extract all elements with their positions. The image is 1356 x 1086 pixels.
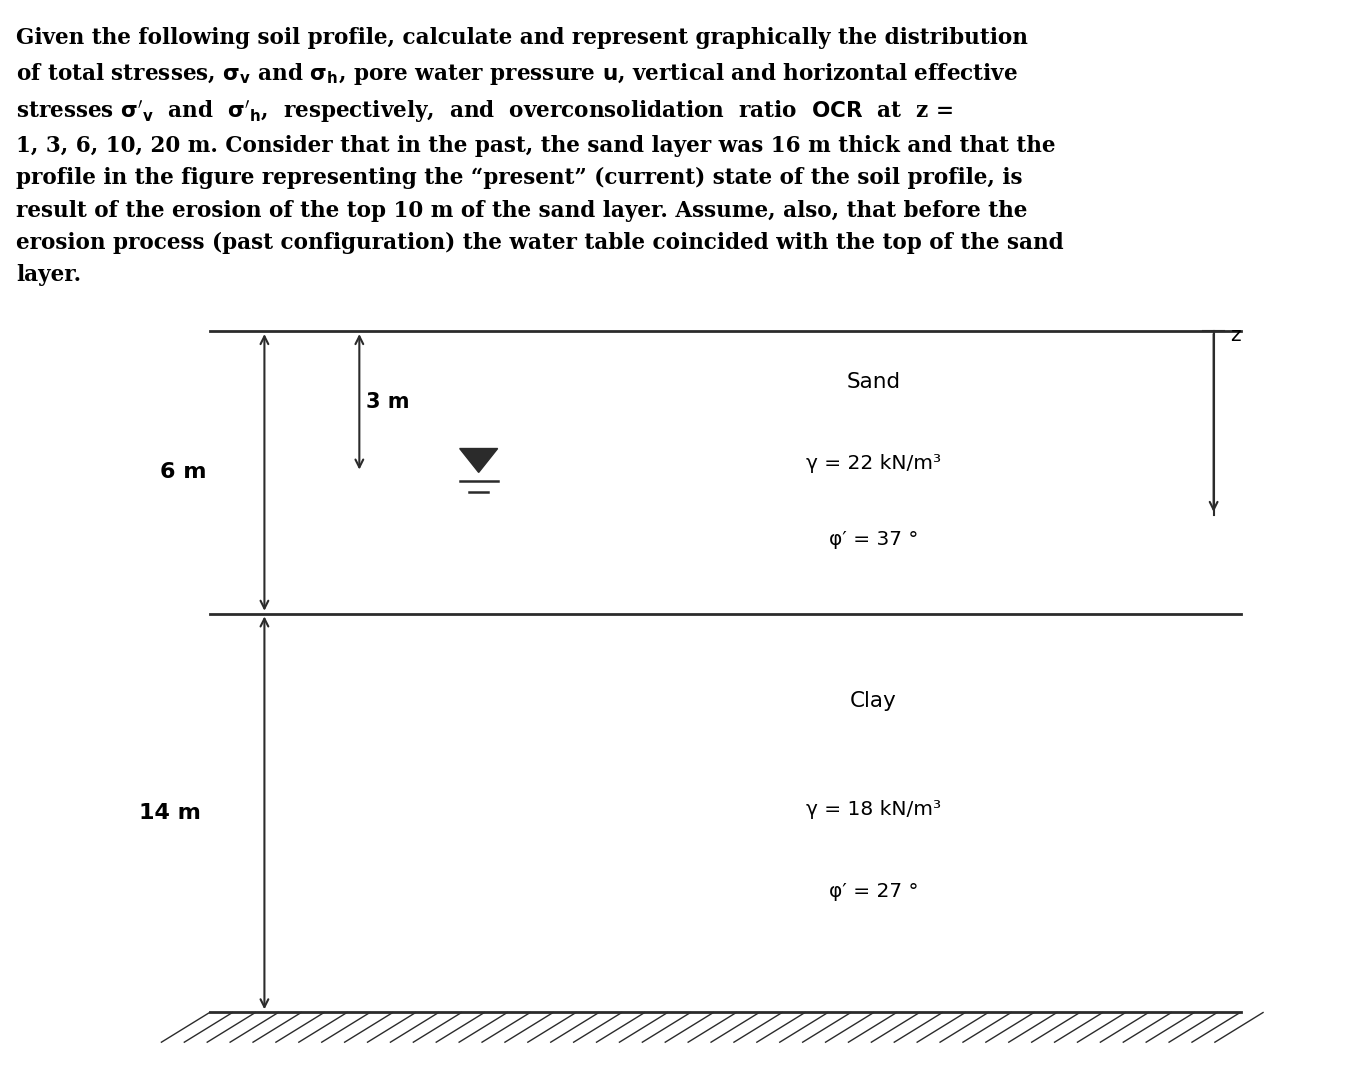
- Text: γ = 18 kN/m³: γ = 18 kN/m³: [805, 800, 941, 819]
- Polygon shape: [460, 449, 498, 472]
- Text: γ = 22 kN/m³: γ = 22 kN/m³: [805, 454, 941, 473]
- Text: φ′ = 37 °: φ′ = 37 °: [829, 530, 918, 550]
- Text: 14 m: 14 m: [138, 803, 201, 823]
- Text: Clay: Clay: [850, 692, 896, 711]
- Text: Sand: Sand: [846, 372, 900, 392]
- Text: 6 m: 6 m: [160, 463, 206, 482]
- Text: z: z: [1230, 326, 1241, 344]
- Text: Given the following soil profile, calculate and represent graphically the distri: Given the following soil profile, calcul…: [16, 27, 1064, 286]
- Text: 3 m: 3 m: [366, 392, 410, 412]
- Text: φ′ = 27 °: φ′ = 27 °: [829, 882, 918, 900]
